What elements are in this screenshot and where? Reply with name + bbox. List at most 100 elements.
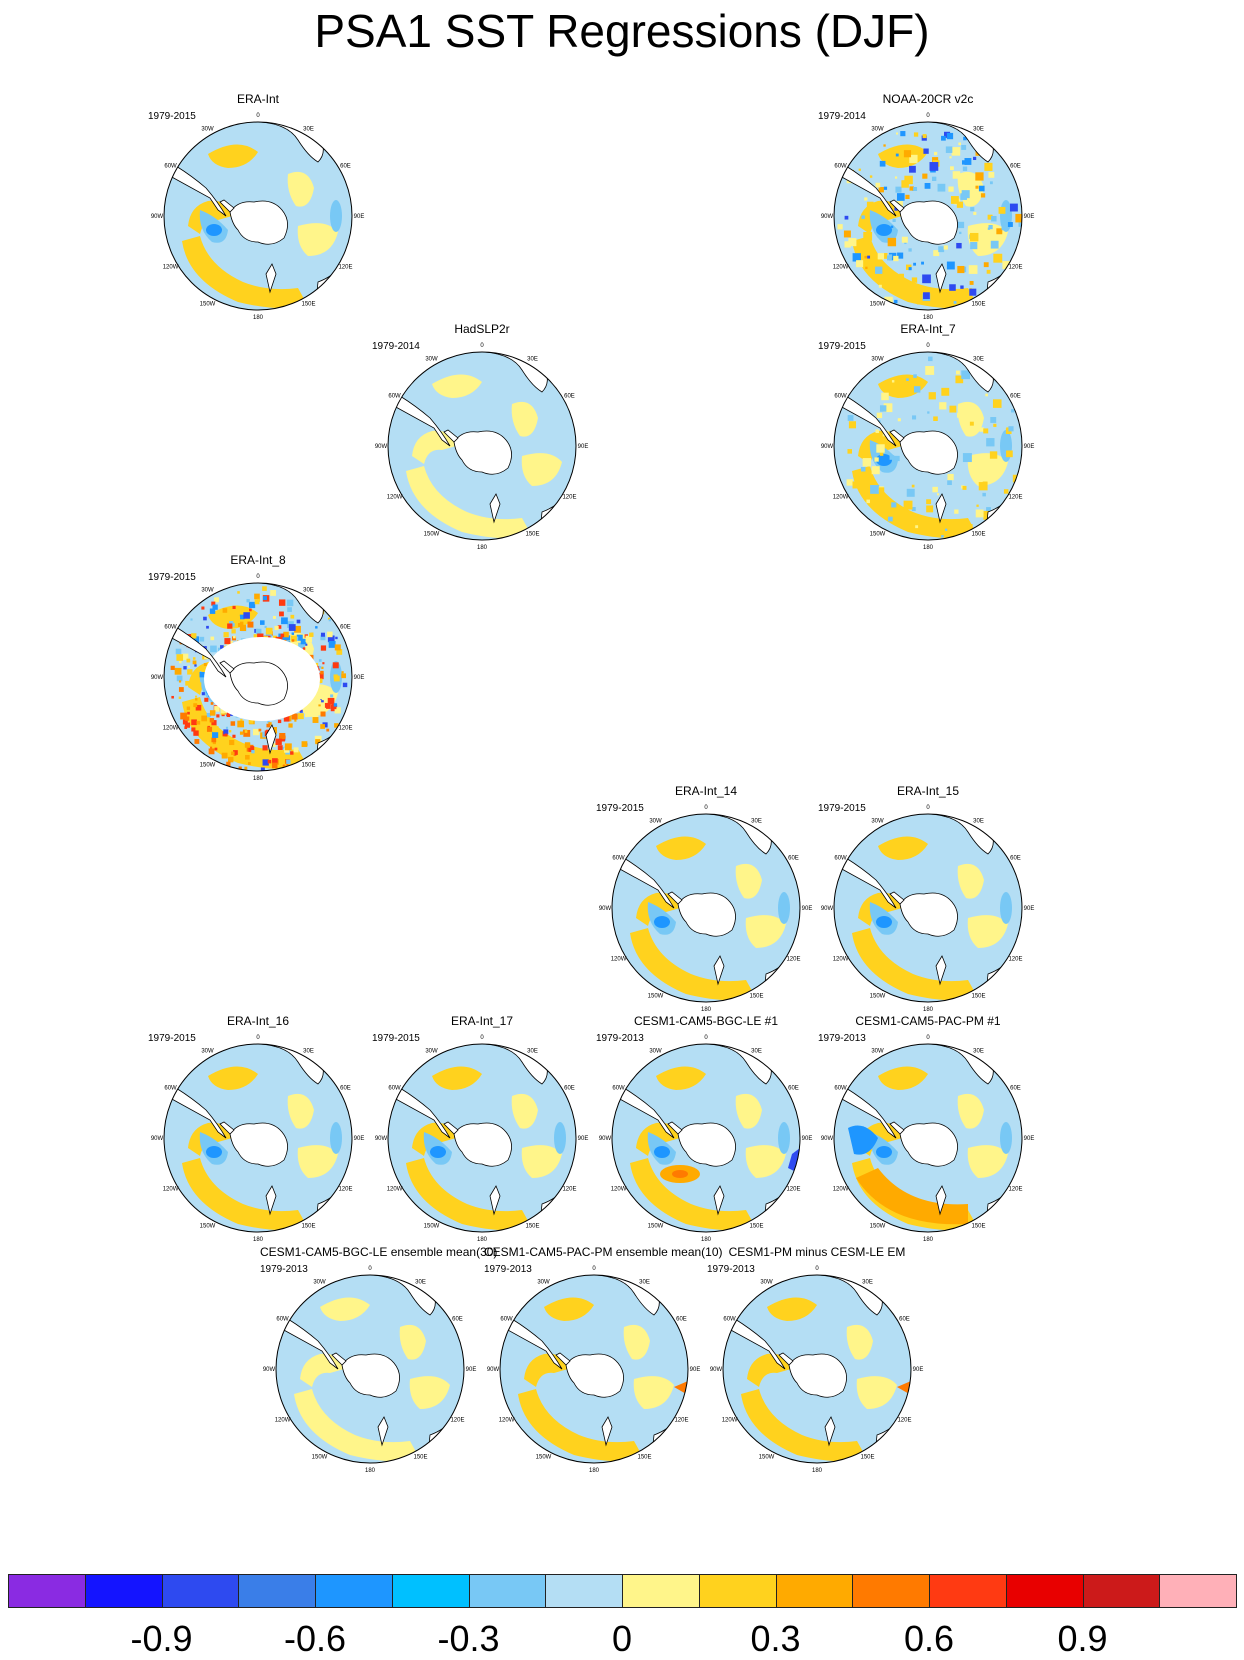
lon-tick-label: 0: [480, 1035, 484, 1041]
lon-tick-label: 90E: [1024, 1136, 1035, 1142]
colorbar-label: -0.3: [437, 1618, 500, 1659]
polar-map: 0 30E 60E 90E 120E 150E 180 150W 120W 90W 60W 30W: [821, 1035, 1035, 1243]
sst-field: [388, 352, 576, 540]
lon-tick-label: 180: [812, 1468, 823, 1474]
polar-map: 0 30E 60E 90E 120E 150E 180 150W 120W 90W 60W 30W: [375, 343, 589, 551]
lon-tick-label: 30E: [973, 357, 984, 363]
lon-tick-label: 180: [477, 1237, 488, 1243]
lon-tick-label: 0: [815, 1266, 819, 1272]
lon-tick-label: 180: [923, 545, 934, 551]
lon-tick-label: 120W: [611, 957, 627, 963]
lon-tick-label: 120W: [163, 265, 179, 271]
map-panel-era-int-7: ERA-Int_7 1979-2015 0 30E 60E 90E 120E 150E 180 1…: [818, 322, 1038, 552]
panel-title: CESM1-PM minus CESM-LE EM: [728, 1245, 906, 1259]
lon-tick-label: 0: [926, 805, 930, 811]
lon-tick-label: 0: [256, 574, 260, 580]
polar-map: 0 30E 60E 90E 120E 150E 180 150W 120W 90W 60W 30W: [151, 113, 365, 321]
panel-title: HadSLP2r: [454, 322, 510, 336]
page-title: PSA1 SST Regressions (DJF): [314, 5, 930, 57]
lon-tick-label: 60E: [1010, 856, 1021, 862]
lon-tick-label: 120W: [722, 1418, 738, 1424]
lon-tick-label: 30E: [639, 1280, 650, 1286]
lon-tick-label: 120E: [897, 1418, 911, 1424]
panel-title: ERA-Int_7: [900, 322, 956, 336]
colorbar-swatch: [545, 1574, 623, 1608]
lon-tick-label: 120E: [1008, 495, 1022, 501]
polar-map: 0 30E 60E 90E 120E 150E 180 150W 120W 90W 60W 30W: [263, 1266, 477, 1474]
lon-tick-label: 90W: [710, 1367, 723, 1373]
lon-tick-label: 60E: [676, 1317, 687, 1323]
lon-tick-label: 120W: [833, 1187, 849, 1193]
lon-tick-label: 120W: [833, 265, 849, 271]
colorbar-swatch: [698, 1574, 777, 1608]
map-panel-era-int-14: ERA-Int_14 1979-2015 0 30E 60E 90E 120E 150E 180…: [596, 784, 816, 1014]
lon-tick-label: 120E: [1008, 265, 1022, 271]
sst-field: [164, 122, 352, 310]
lon-tick-label: 120E: [1008, 1187, 1022, 1193]
map-panel-hadslp2r: HadSLP2r 1979-2014 0 30E 60E 90E 120E 150E 180 15…: [372, 322, 592, 552]
panel-title: ERA-Int_8: [230, 553, 286, 567]
lon-tick-label: 60E: [564, 1086, 575, 1092]
lon-tick-label: 30E: [973, 819, 984, 825]
lon-tick-label: 150W: [870, 1223, 886, 1229]
lon-tick-label: 180: [477, 545, 488, 551]
lon-tick-label: 120W: [275, 1418, 291, 1424]
panel-years: 1979-2015: [148, 572, 196, 583]
lon-tick-label: 120W: [387, 1187, 403, 1193]
colorbar: [8, 1574, 1237, 1610]
lon-tick-label: 120E: [338, 265, 352, 271]
polar-map: 0 30E 60E 90E 120E 150E 180 150W 120W 90W 60W 30W: [821, 113, 1035, 321]
lon-tick-label: 30W: [871, 357, 884, 363]
lon-tick-label: 60W: [164, 625, 177, 631]
panel-title: ERA-Int: [236, 92, 279, 106]
lon-tick-label: 150E: [971, 531, 985, 537]
lon-tick-label: 0: [480, 343, 484, 349]
panel-years: 1979-2013: [484, 1264, 532, 1275]
colorbar-label: 0.6: [903, 1618, 955, 1659]
lon-tick-label: 150W: [312, 1454, 328, 1460]
panel-title: CESM1-CAM5-BGC-LE ensemble mean(30): [260, 1245, 498, 1259]
panel-title: NOAA-20CR v2c: [882, 92, 974, 106]
sst-field: [388, 1044, 576, 1232]
lon-tick-label: 150W: [200, 301, 216, 307]
lon-tick-label: 150E: [301, 762, 315, 768]
lon-tick-label: 60E: [340, 625, 351, 631]
lon-tick-label: 90W: [263, 1367, 276, 1373]
lon-tick-label: 90E: [578, 1136, 589, 1142]
lon-tick-label: 0: [256, 113, 260, 119]
lon-tick-label: 150E: [971, 993, 985, 999]
lon-tick-labels: 0 30E 60E 90E 120E 150E 180 150W 120W 90W 60W 30W: [263, 1266, 477, 1474]
lon-tick-label: 180: [701, 1007, 712, 1013]
lon-tick-label: 150E: [413, 1454, 427, 1460]
lon-tick-label: 60W: [500, 1317, 513, 1323]
lon-tick-label: 120W: [163, 1187, 179, 1193]
lon-tick-label: 60W: [612, 856, 625, 862]
lon-tick-label: 60W: [834, 1086, 847, 1092]
lon-tick-label: 60E: [899, 1317, 910, 1323]
lon-tick-label: 150E: [971, 301, 985, 307]
lon-tick-label: 150W: [870, 301, 886, 307]
colorbar-swatch: [238, 1574, 316, 1608]
colorbar-swatch: [852, 1574, 930, 1608]
panel-years: 1979-2015: [148, 1033, 196, 1044]
lon-tick-label: 90E: [578, 444, 589, 450]
lon-tick-label: 150W: [200, 1223, 216, 1229]
map-panel-cesm-pm-minus-le: CESM1-PM minus CESM-LE EM 1979-2013 0 30E 60…: [707, 1245, 927, 1475]
lon-tick-label: 90E: [354, 675, 365, 681]
lon-tick-label: 120W: [163, 726, 179, 732]
lon-tick-label: 30W: [871, 819, 884, 825]
map-panel-cesm-pac-pm-1: CESM1-CAM5-PAC-PM #1 1979-2013 0 30E 60E 90E 1…: [818, 1014, 1038, 1244]
lon-tick-labels: 0 30E 60E 90E 120E 150E 180 150W 120W 90W 60W 30W: [710, 1266, 924, 1474]
lon-tick-labels: 0 30E 60E 90E 120E 150E 180 150W 120W 90W 60W 30W: [151, 574, 365, 782]
lon-tick-label: 30W: [313, 1280, 326, 1286]
lon-tick-labels: 0 30E 60E 90E 120E 150E 180 150W 120W 90W 60W 30W: [821, 805, 1035, 1013]
lon-tick-label: 0: [592, 1266, 596, 1272]
lon-tick-label: 120W: [833, 957, 849, 963]
lon-tick-label: 120E: [338, 1187, 352, 1193]
polar-map: 0 30E 60E 90E 120E 150E 180 150W 120W 90W 60W 30W: [821, 343, 1035, 551]
panel-title: CESM1-CAM5-BGC-LE #1: [633, 1014, 779, 1028]
panel-years: 1979-2014: [372, 341, 420, 352]
lon-tick-label: 60E: [340, 1086, 351, 1092]
lon-tick-label: 30E: [973, 127, 984, 133]
map-panel-era-int-17: ERA-Int_17 1979-2015 0 30E 60E 90E 120E 150E 180…: [372, 1014, 592, 1244]
